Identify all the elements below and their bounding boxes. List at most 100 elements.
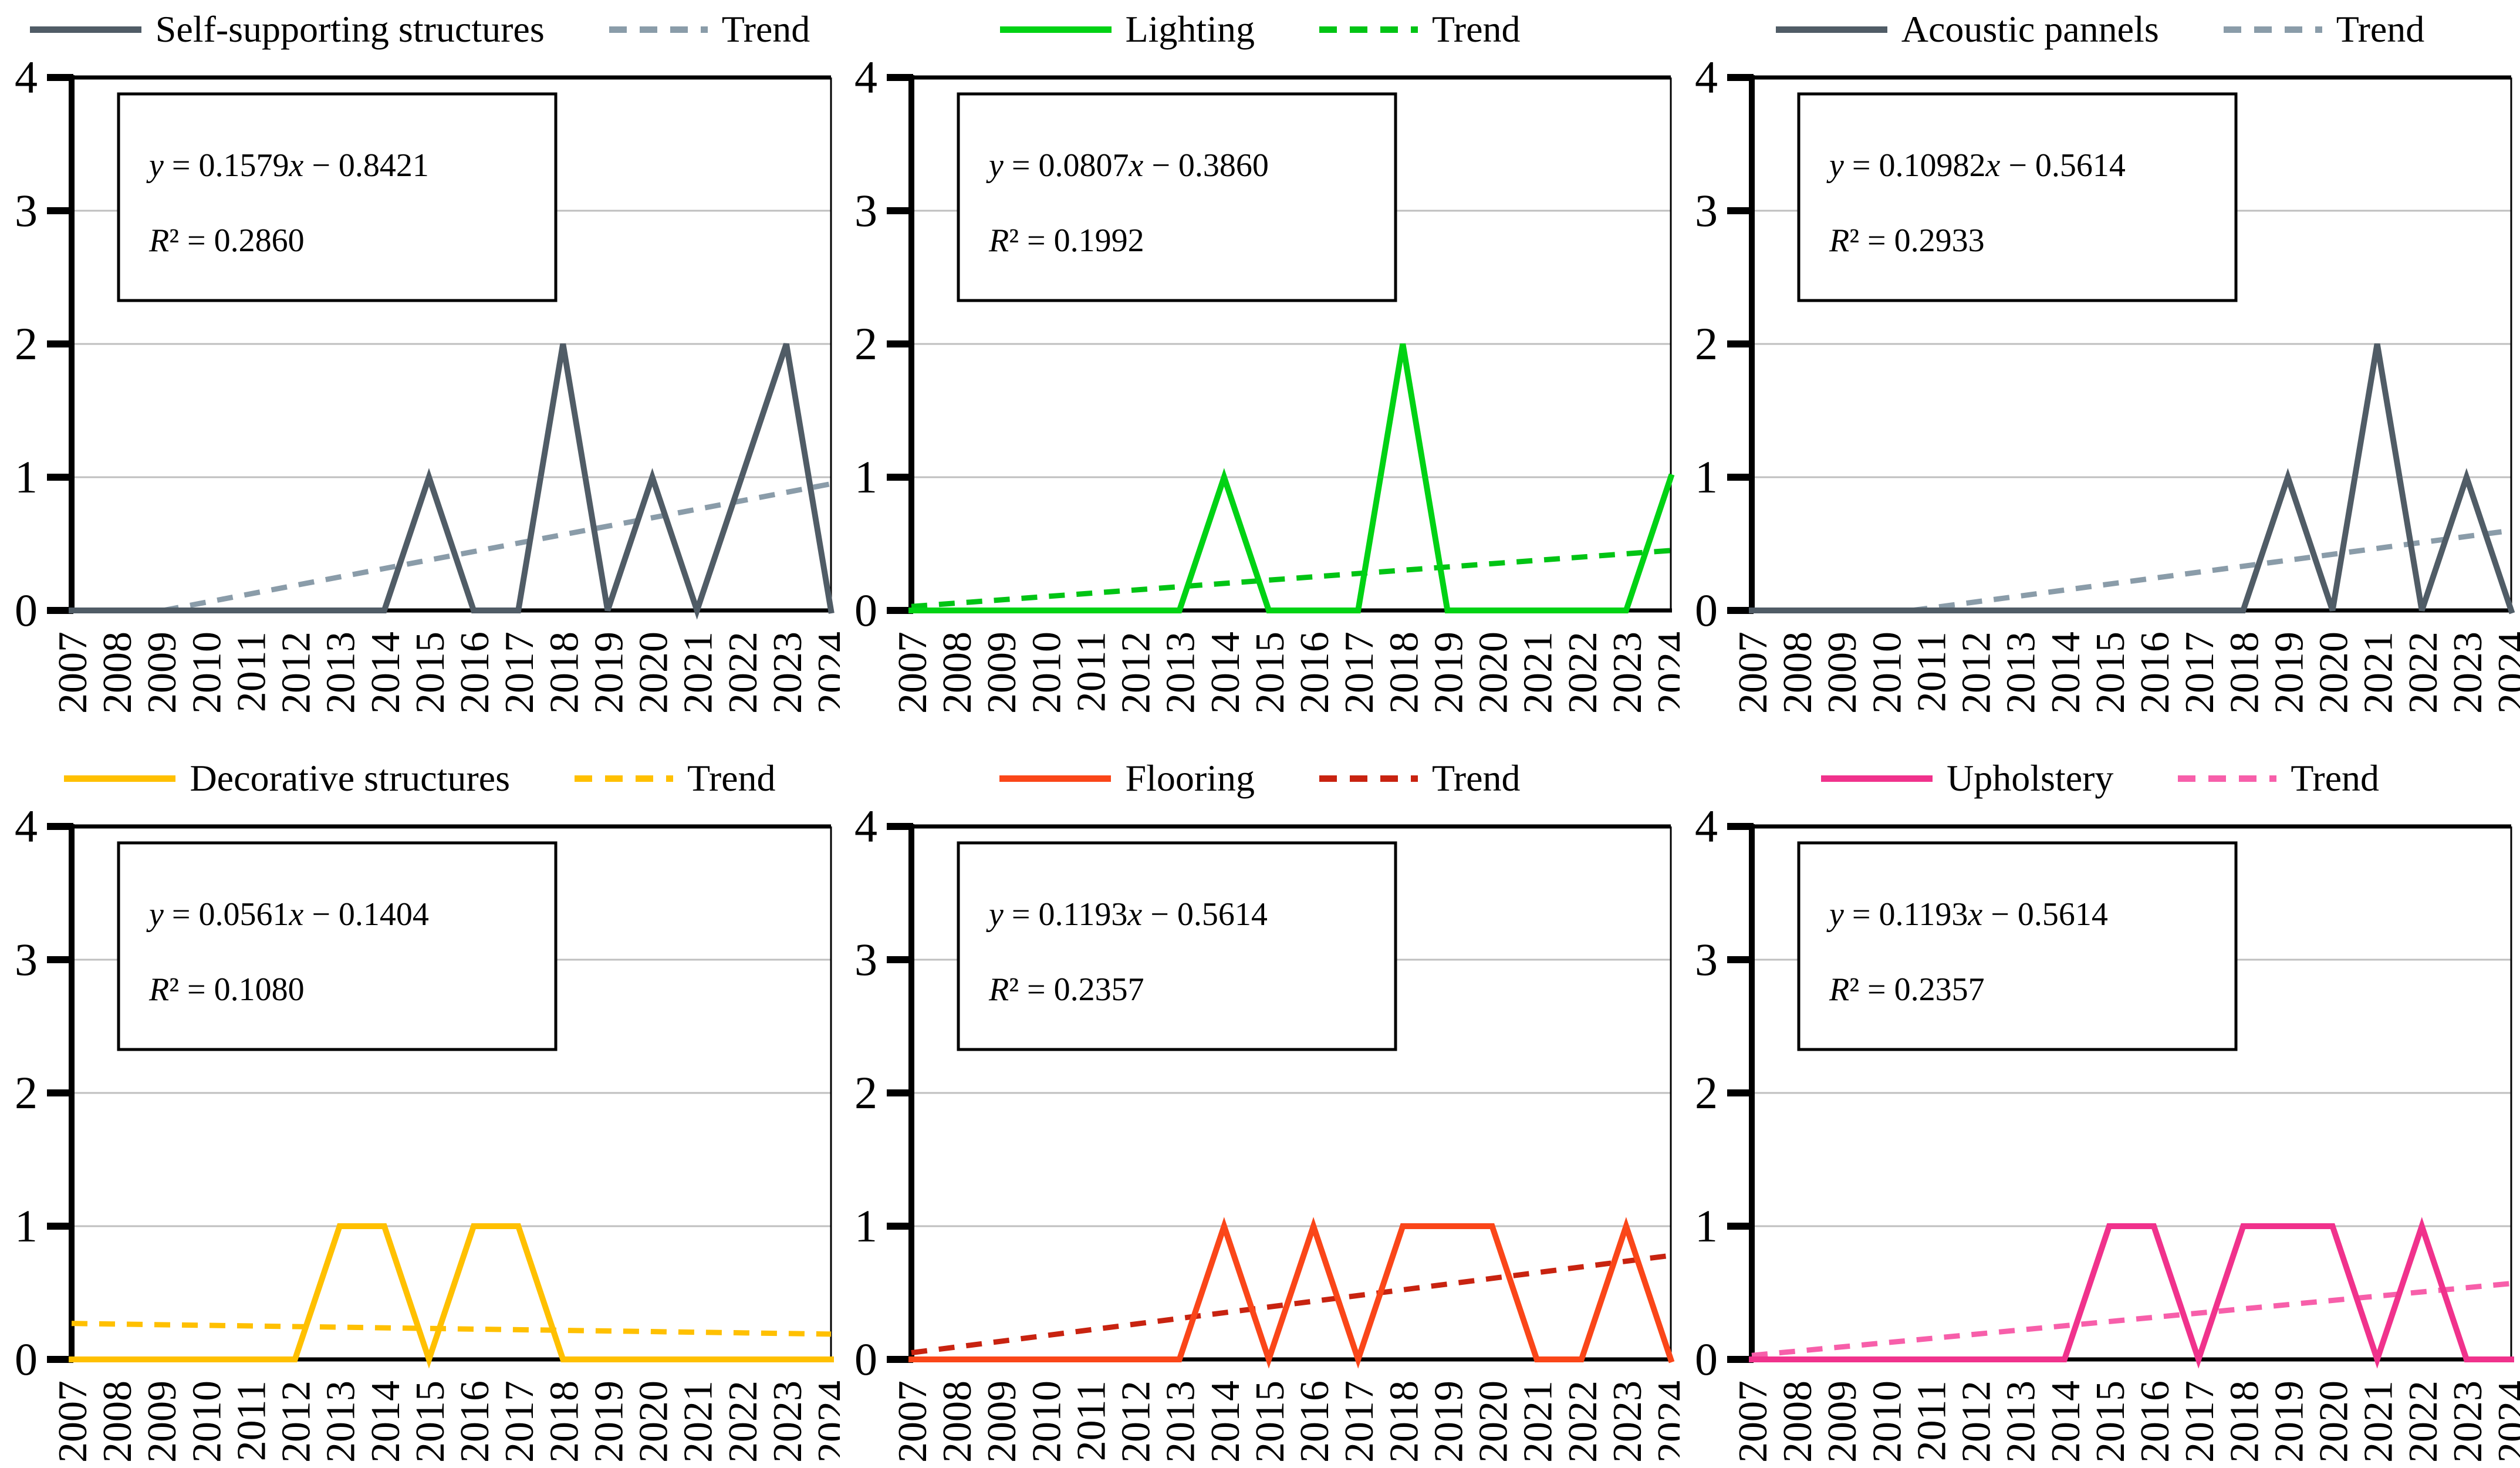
series-line-swatch xyxy=(29,26,141,33)
svg-text:2015: 2015 xyxy=(1248,632,1293,714)
svg-text:2016: 2016 xyxy=(2133,1381,2178,1463)
svg-text:3: 3 xyxy=(1695,185,1718,236)
svg-text:2012: 2012 xyxy=(1954,632,1999,714)
svg-text:2012: 2012 xyxy=(1114,1381,1159,1463)
series-line-swatch xyxy=(999,26,1112,33)
svg-text:2009: 2009 xyxy=(979,632,1025,714)
svg-text:2011: 2011 xyxy=(229,1381,274,1461)
chart-self-supporting-structures: Self-supporting structures Trend 0 1 2 3 4 20… xyxy=(0,0,840,734)
svg-text:4: 4 xyxy=(854,54,877,103)
svg-text:2018: 2018 xyxy=(2222,632,2267,714)
series-label: Upholstery xyxy=(1947,757,2114,799)
svg-text:R² = 0.2357: R² = 0.2357 xyxy=(988,971,1144,1008)
svg-text:2007: 2007 xyxy=(1731,1381,1776,1463)
svg-text:2020: 2020 xyxy=(1471,1381,1516,1463)
svg-text:1: 1 xyxy=(1695,451,1718,502)
svg-text:2019: 2019 xyxy=(586,632,631,714)
svg-text:2013: 2013 xyxy=(319,632,364,714)
svg-text:y = 0.1193x − 0.5614: y = 0.1193x − 0.5614 xyxy=(986,896,1268,933)
legend: Lighting Trend xyxy=(840,5,1680,54)
svg-text:2014: 2014 xyxy=(363,632,408,714)
svg-text:2023: 2023 xyxy=(765,632,810,714)
svg-text:2022: 2022 xyxy=(2401,1381,2446,1463)
svg-text:2008: 2008 xyxy=(1775,1381,1820,1463)
svg-text:y = 0.0561x − 0.1404: y = 0.0561x − 0.1404 xyxy=(146,896,429,933)
svg-text:4: 4 xyxy=(854,803,877,852)
series-line-swatch xyxy=(64,775,176,782)
svg-text:2024: 2024 xyxy=(1650,1381,1680,1463)
svg-text:2008: 2008 xyxy=(95,632,140,714)
svg-text:2011: 2011 xyxy=(1909,632,1954,712)
trend-legend-group: Trend xyxy=(1319,8,1521,51)
series-label: Lighting xyxy=(1125,8,1255,50)
svg-text:2015: 2015 xyxy=(2088,632,2133,714)
trend-line-swatch xyxy=(2178,775,2277,782)
svg-text:2014: 2014 xyxy=(2043,632,2089,714)
svg-text:2024: 2024 xyxy=(2490,632,2520,714)
svg-text:2009: 2009 xyxy=(1820,1381,1865,1463)
trend-legend-group: Trend xyxy=(1319,757,1521,800)
svg-text:R² = 0.2933: R² = 0.2933 xyxy=(1829,222,1985,259)
svg-text:2011: 2011 xyxy=(1909,1381,1954,1461)
trend-label: Trend xyxy=(721,8,810,50)
svg-text:2014: 2014 xyxy=(2043,1381,2089,1463)
series-line-swatch xyxy=(999,775,1112,782)
trend-line-swatch xyxy=(1319,26,1418,33)
legend: Flooring Trend xyxy=(840,754,1680,803)
svg-text:2009: 2009 xyxy=(140,1381,185,1463)
series-label: Self-supporting structures xyxy=(155,8,545,50)
svg-text:2010: 2010 xyxy=(1024,1381,1069,1463)
svg-text:2019: 2019 xyxy=(1426,632,1471,714)
svg-text:4: 4 xyxy=(15,803,38,852)
svg-text:3: 3 xyxy=(854,934,877,985)
svg-text:2014: 2014 xyxy=(363,1381,408,1463)
svg-text:1: 1 xyxy=(854,1200,877,1251)
svg-text:2016: 2016 xyxy=(452,632,498,714)
svg-text:2024: 2024 xyxy=(1650,632,1680,714)
svg-text:2017: 2017 xyxy=(2177,1381,2222,1463)
svg-text:2019: 2019 xyxy=(2266,632,2312,714)
svg-text:2019: 2019 xyxy=(586,1381,631,1463)
svg-text:2024: 2024 xyxy=(810,1381,840,1463)
svg-text:0: 0 xyxy=(15,585,38,636)
svg-text:2008: 2008 xyxy=(1775,632,1820,714)
svg-text:2007: 2007 xyxy=(1731,632,1776,714)
svg-text:2020: 2020 xyxy=(631,632,677,714)
svg-text:2008: 2008 xyxy=(95,1381,140,1463)
svg-text:R² = 0.1992: R² = 0.1992 xyxy=(988,222,1144,259)
svg-text:1: 1 xyxy=(15,1200,38,1251)
svg-text:2024: 2024 xyxy=(810,632,840,714)
svg-text:2012: 2012 xyxy=(1954,1381,1999,1463)
svg-text:y = 0.0807x − 0.3860: y = 0.0807x − 0.3860 xyxy=(986,147,1269,184)
svg-text:2023: 2023 xyxy=(1605,632,1650,714)
svg-text:2007: 2007 xyxy=(890,632,935,714)
svg-text:2011: 2011 xyxy=(1069,632,1114,712)
svg-text:2021: 2021 xyxy=(2356,1381,2401,1463)
svg-text:2: 2 xyxy=(854,1067,877,1118)
svg-text:2010: 2010 xyxy=(1864,1381,1910,1463)
svg-text:1: 1 xyxy=(1695,1200,1718,1251)
svg-text:2017: 2017 xyxy=(2177,632,2222,714)
svg-text:y = 0.1193x − 0.5614: y = 0.1193x − 0.5614 xyxy=(1826,896,2108,933)
svg-text:2013: 2013 xyxy=(1158,632,1204,714)
trend-line-swatch xyxy=(574,775,673,782)
svg-text:4: 4 xyxy=(15,54,38,103)
svg-text:2019: 2019 xyxy=(1426,1381,1471,1463)
trend-legend-group: Trend xyxy=(574,757,776,800)
trend-legend-group: Trend xyxy=(609,8,810,51)
svg-text:2018: 2018 xyxy=(1381,1381,1427,1463)
svg-text:2011: 2011 xyxy=(1069,1381,1114,1461)
svg-text:2022: 2022 xyxy=(721,1381,766,1463)
svg-text:2015: 2015 xyxy=(408,632,453,714)
svg-text:2021: 2021 xyxy=(2356,632,2401,714)
svg-text:R² = 0.1080: R² = 0.1080 xyxy=(148,971,305,1008)
trend-legend-group: Trend xyxy=(2178,757,2379,800)
svg-text:2014: 2014 xyxy=(1203,632,1248,714)
series-line-swatch xyxy=(1775,26,1887,33)
svg-text:2007: 2007 xyxy=(50,632,96,714)
